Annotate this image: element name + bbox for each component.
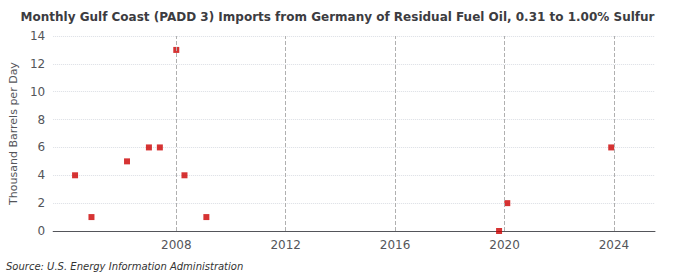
svg-text:6: 6 bbox=[38, 140, 46, 154]
svg-text:0: 0 bbox=[38, 224, 46, 238]
svg-text:Source: U.S. Energy Informatio: Source: U.S. Energy Information Administ… bbox=[6, 261, 243, 272]
svg-text:4: 4 bbox=[38, 168, 46, 182]
svg-text:2008: 2008 bbox=[161, 238, 192, 252]
svg-text:2: 2 bbox=[38, 196, 46, 210]
svg-text:2020: 2020 bbox=[489, 238, 520, 252]
svg-text:Monthly Gulf Coast (PADD 3) Im: Monthly Gulf Coast (PADD 3) Imports from… bbox=[21, 10, 655, 24]
svg-text:14: 14 bbox=[30, 29, 45, 43]
svg-text:12: 12 bbox=[30, 57, 45, 71]
svg-text:2012: 2012 bbox=[270, 238, 301, 252]
svg-text:Thousand Barrels per Day: Thousand Barrels per Day bbox=[7, 62, 20, 206]
svg-text:2016: 2016 bbox=[380, 238, 411, 252]
svg-text:10: 10 bbox=[30, 85, 45, 99]
svg-text:8: 8 bbox=[38, 113, 46, 127]
svg-text:2024: 2024 bbox=[599, 238, 630, 252]
